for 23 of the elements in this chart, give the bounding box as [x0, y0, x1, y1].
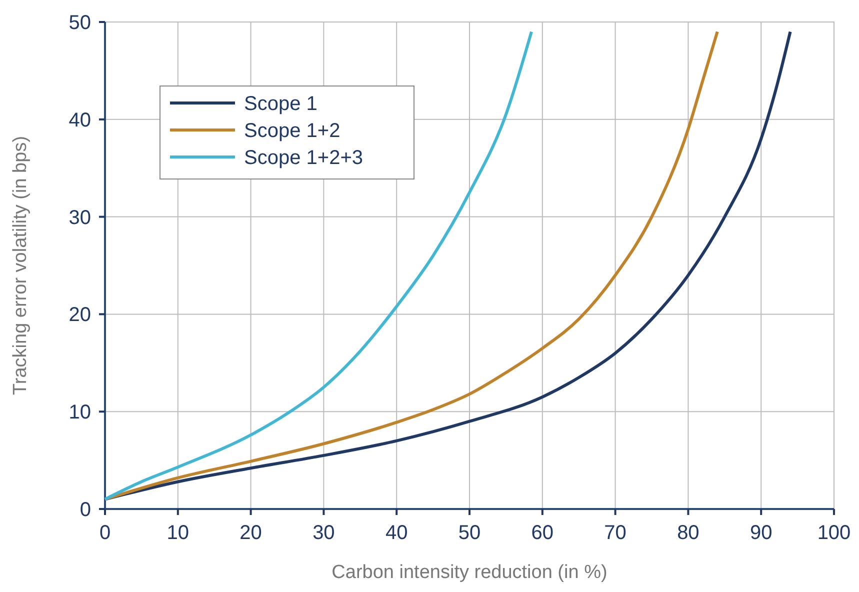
y-tick-label: 30: [68, 206, 91, 229]
x-tick-label: 80: [677, 522, 700, 544]
x-tick-label: 10: [166, 522, 190, 544]
legend-label: Scope 1+2+3: [244, 147, 363, 169]
x-tick-label: 50: [458, 522, 481, 544]
legend-label: Scope 1: [244, 93, 318, 115]
x-tick-label: 100: [817, 522, 851, 544]
line-series: [104, 30, 533, 501]
x-tick-label: 40: [385, 522, 408, 544]
y-tick-label: 40: [68, 109, 91, 132]
x-tick-label: 60: [531, 522, 554, 544]
x-tick-label: 20: [240, 522, 262, 544]
x-axis-title: Carbon intensity reduction (in %): [332, 562, 608, 583]
y-axis-title: Tracking error volatility (in bps): [10, 136, 31, 396]
legend-label: Scope 1+2: [244, 120, 340, 142]
y-tick-label: 50: [68, 12, 91, 34]
x-tick-label: 30: [312, 522, 335, 544]
y-tick-label: 0: [80, 499, 91, 521]
x-tick-label: 0: [99, 522, 111, 544]
x-tick-label: 90: [750, 522, 772, 544]
x-tick-label: 70: [604, 522, 626, 544]
y-tick-label: 20: [68, 304, 91, 326]
y-tick-label: 10: [68, 402, 91, 424]
